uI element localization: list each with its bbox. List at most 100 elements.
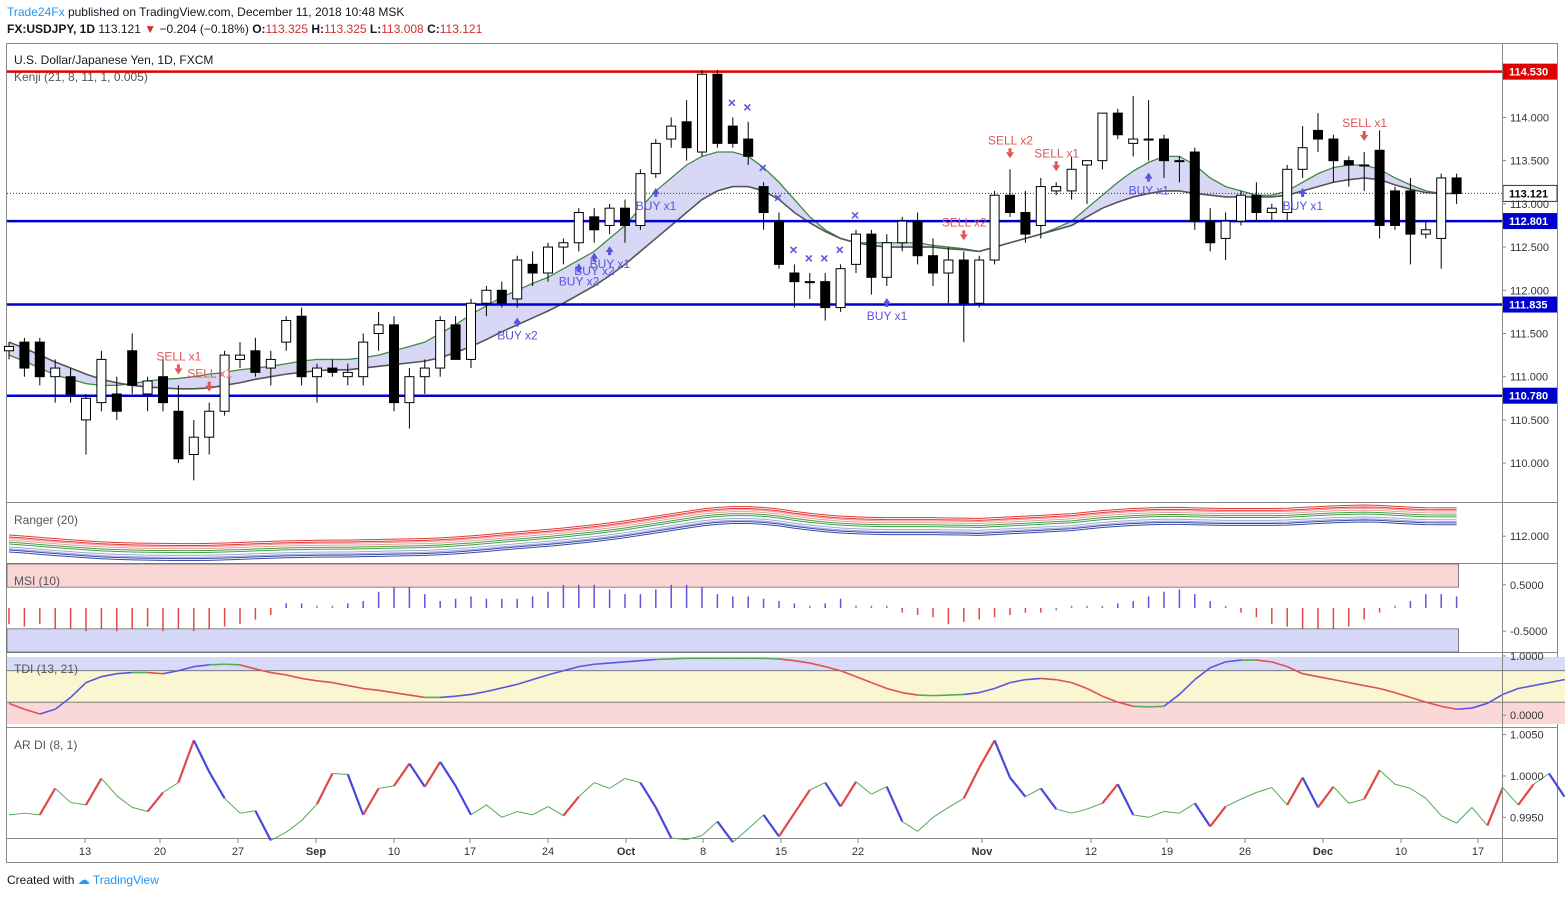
tdi-segment bbox=[347, 684, 364, 690]
buy-signal-label: BUY x1 bbox=[636, 199, 677, 213]
candle-up bbox=[1236, 194, 1246, 222]
candle-down bbox=[774, 220, 784, 265]
candle-down bbox=[912, 220, 923, 257]
tdi-segment bbox=[470, 690, 487, 696]
candle-up bbox=[219, 354, 230, 412]
y-tick-label: 1.0050 bbox=[1510, 730, 1544, 742]
candle-down bbox=[173, 410, 184, 460]
buy-arrow-stem bbox=[577, 268, 581, 273]
publisher-name[interactable]: Trade24Fx bbox=[7, 5, 65, 19]
x-marker-icon: × bbox=[789, 241, 797, 257]
candle-down bbox=[866, 233, 877, 278]
ardi-segment bbox=[1471, 807, 1488, 826]
y-tick-label: 112.000 bbox=[1510, 531, 1549, 543]
y-tick-label: 113.000 bbox=[1510, 199, 1549, 211]
footer: Created with ☁ TradingView bbox=[7, 873, 159, 887]
ardi-segment bbox=[962, 767, 981, 799]
ardi-segment bbox=[378, 785, 395, 789]
ardi-pane[interactable]: AR DI (8, 1) 1.0050 1.0000 0.9950 bbox=[7, 730, 1565, 843]
ardi-segment bbox=[1517, 783, 1535, 806]
ardi-segment bbox=[439, 761, 457, 787]
tdi-segment bbox=[963, 691, 980, 696]
buy-arrow-icon bbox=[574, 263, 583, 270]
msi-lower-band bbox=[6, 628, 1459, 653]
tdi-segment bbox=[1456, 707, 1473, 711]
buy-signal-label: BUY x1 bbox=[1129, 184, 1170, 198]
tdi-segment bbox=[978, 687, 995, 694]
sell-signal-label: SELL x1 bbox=[1342, 116, 1387, 130]
x-tick-label: 13 bbox=[79, 846, 91, 858]
tdi-segment bbox=[1533, 681, 1550, 687]
tdi-segment bbox=[1471, 702, 1488, 709]
ardi-segment bbox=[1209, 805, 1227, 828]
x-marker-icon: × bbox=[759, 159, 767, 175]
ranger-line bbox=[8, 511, 1457, 552]
ardi-segment bbox=[547, 806, 564, 817]
ardi-segment bbox=[839, 781, 857, 808]
sell-arrow-stem bbox=[207, 381, 211, 386]
x-tick-label: 22 bbox=[852, 846, 864, 858]
tdi-segment bbox=[1333, 678, 1349, 684]
ardi-segment bbox=[346, 773, 365, 816]
tdi-segment bbox=[655, 658, 672, 661]
y-tick-label: 111.500 bbox=[1510, 328, 1548, 340]
y-tick-label: 113.500 bbox=[1510, 156, 1549, 168]
time-axis[interactable]: 13 20 27 Sep 10 17 24 Oct 8 15 22 Nov 12 19 26 Dec 10 17 bbox=[79, 44, 1503, 862]
candle-down bbox=[65, 376, 76, 395]
published-text: published on TradingView.com, December 1… bbox=[67, 5, 405, 19]
candle-down bbox=[589, 216, 600, 231]
msi-pane[interactable]: MSI (10) 0.5000 -0.5000 bbox=[6, 563, 1557, 653]
candle-down bbox=[1343, 160, 1354, 166]
candle-down bbox=[727, 125, 738, 144]
candle-down bbox=[1390, 190, 1400, 226]
ardi-segment bbox=[932, 806, 949, 818]
candle-up bbox=[435, 320, 446, 369]
ardi-segment bbox=[855, 781, 872, 795]
ardi-segment bbox=[978, 739, 996, 769]
buy-signal-label: BUY x1 bbox=[867, 309, 908, 323]
level-tag bbox=[1503, 213, 1557, 230]
tdi-segment bbox=[1163, 693, 1180, 707]
candle-down bbox=[34, 341, 45, 378]
candle-up bbox=[881, 242, 892, 278]
high-value: 113.325 bbox=[324, 22, 367, 36]
ranger-pane[interactable]: Ranger (20) 112.000 bbox=[7, 504, 1557, 564]
tdi-mid-band bbox=[7, 670, 1565, 703]
candle-up bbox=[1143, 138, 1154, 141]
tdi-segment bbox=[239, 664, 256, 670]
level-label: 111.835 bbox=[1509, 300, 1548, 312]
ardi-segment bbox=[132, 806, 148, 813]
tdi-segment bbox=[270, 671, 287, 676]
ardi-segment bbox=[423, 761, 442, 788]
tdi-pane[interactable]: TDI (13, 21) 1.0000 0.0000 bbox=[7, 651, 1565, 728]
ardi-segment bbox=[1379, 769, 1396, 785]
x-tick-label: 10 bbox=[388, 846, 400, 858]
tdi-bottom-band bbox=[7, 702, 1565, 724]
tradingview-link[interactable]: TradingView bbox=[92, 873, 159, 887]
ardi-segment bbox=[316, 772, 334, 805]
tdi-segment bbox=[1133, 705, 1149, 708]
x-tick-label: 24 bbox=[542, 846, 554, 858]
tdi-segment bbox=[1086, 687, 1103, 697]
tdi-segment bbox=[1271, 661, 1288, 668]
tdi-segment bbox=[932, 694, 949, 697]
candle-up bbox=[897, 220, 908, 244]
ardi-segment bbox=[8, 812, 25, 816]
ardi-segment bbox=[486, 804, 503, 818]
ranger-line bbox=[8, 521, 1457, 561]
ardi-segment bbox=[1071, 808, 1088, 814]
ardi-segment bbox=[778, 812, 796, 837]
sell-arrow-icon bbox=[1006, 152, 1014, 159]
main-pane[interactable]: U.S. Dollar/Japanese Yen, 1D, FXCM Kenji … bbox=[4, 53, 1558, 503]
ardi-segment bbox=[301, 803, 318, 821]
candle-up bbox=[835, 268, 846, 309]
tdi-segment bbox=[1487, 693, 1504, 705]
buy-arrow-icon bbox=[882, 297, 891, 304]
buy-arrow-icon bbox=[651, 187, 660, 194]
candle-up bbox=[974, 259, 985, 304]
ardi-segment bbox=[1456, 807, 1473, 824]
candle-up bbox=[1082, 160, 1092, 166]
ranger-line bbox=[8, 506, 1457, 546]
ardi-segment bbox=[762, 814, 780, 837]
